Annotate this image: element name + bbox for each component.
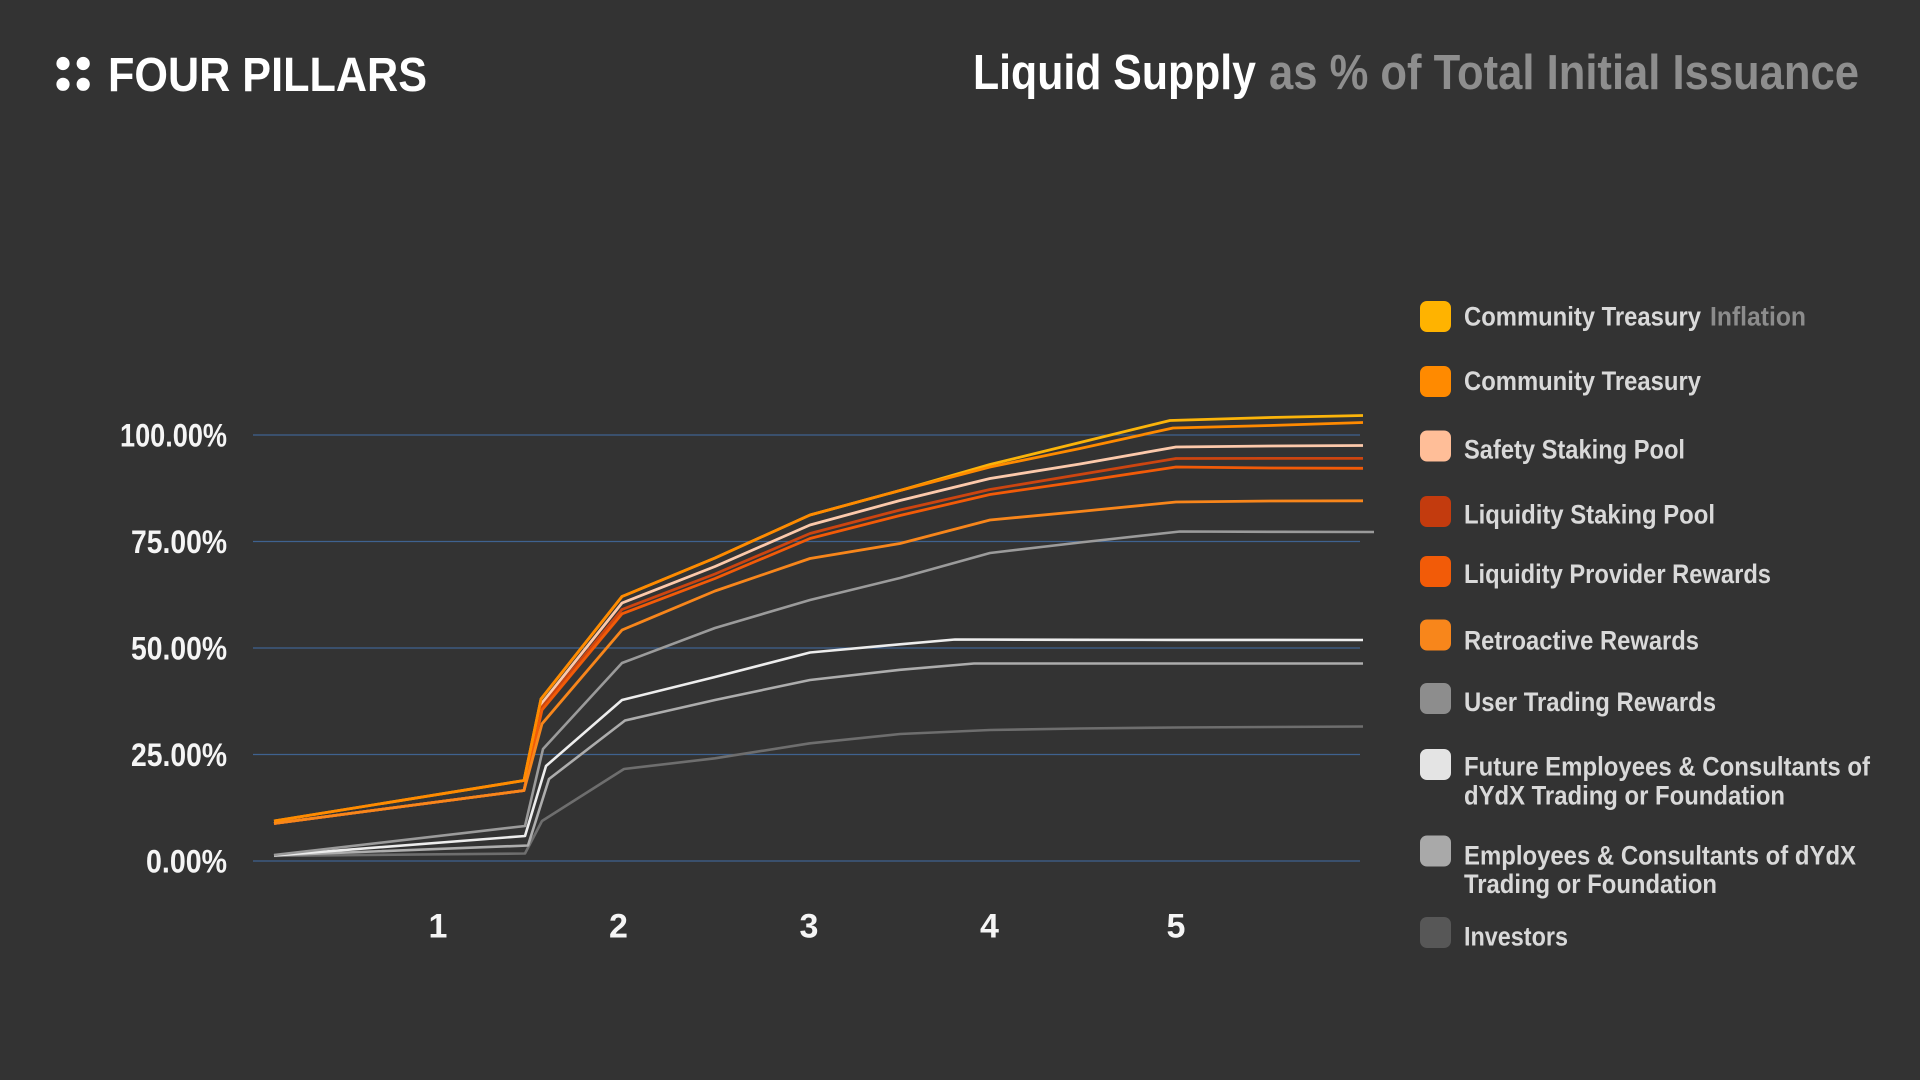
svg-text:Liquidity Provider Rewards: Liquidity Provider Rewards — [1464, 559, 1771, 589]
svg-text:3: 3 — [800, 908, 819, 946]
svg-text:Safety Staking Pool: Safety Staking Pool — [1464, 435, 1685, 465]
svg-text:FOUR PILLARS: FOUR PILLARS — [108, 49, 427, 102]
svg-text:5: 5 — [1167, 908, 1186, 946]
svg-text:Liquid Supply: Liquid Supply — [973, 46, 1256, 100]
svg-text:25.00%: 25.00% — [131, 737, 227, 773]
svg-text:0.00%: 0.00% — [146, 844, 227, 880]
svg-text:Employees & Consultants of dYd: Employees & Consultants of dYdX — [1464, 841, 1856, 871]
svg-text:Liquidity Staking Pool: Liquidity Staking Pool — [1464, 500, 1715, 530]
svg-text:Investors: Investors — [1464, 922, 1568, 952]
svg-text:Inflation: Inflation — [1710, 302, 1806, 332]
svg-text:Trading or Foundation: Trading or Foundation — [1464, 869, 1717, 899]
svg-text:as % of Total Initial Issuance: as % of Total Initial Issuance — [1269, 46, 1859, 100]
svg-text:Community Treasury: Community Treasury — [1464, 366, 1701, 396]
svg-text:Retroactive Rewards: Retroactive Rewards — [1464, 626, 1699, 656]
svg-text:Community Treasury: Community Treasury — [1464, 302, 1701, 332]
svg-text:75.00%: 75.00% — [131, 524, 227, 560]
svg-text:Future Employees & Consultants: Future Employees & Consultants of — [1464, 752, 1871, 782]
svg-text:50.00%: 50.00% — [131, 631, 227, 667]
svg-text:dYdX Trading or Foundation: dYdX Trading or Foundation — [1464, 781, 1785, 811]
svg-text:User Trading Rewards: User Trading Rewards — [1464, 687, 1716, 717]
svg-text:1: 1 — [429, 908, 448, 946]
svg-text:100.00%: 100.00% — [120, 418, 227, 454]
svg-text:2: 2 — [609, 908, 628, 946]
svg-text:4: 4 — [980, 908, 999, 946]
